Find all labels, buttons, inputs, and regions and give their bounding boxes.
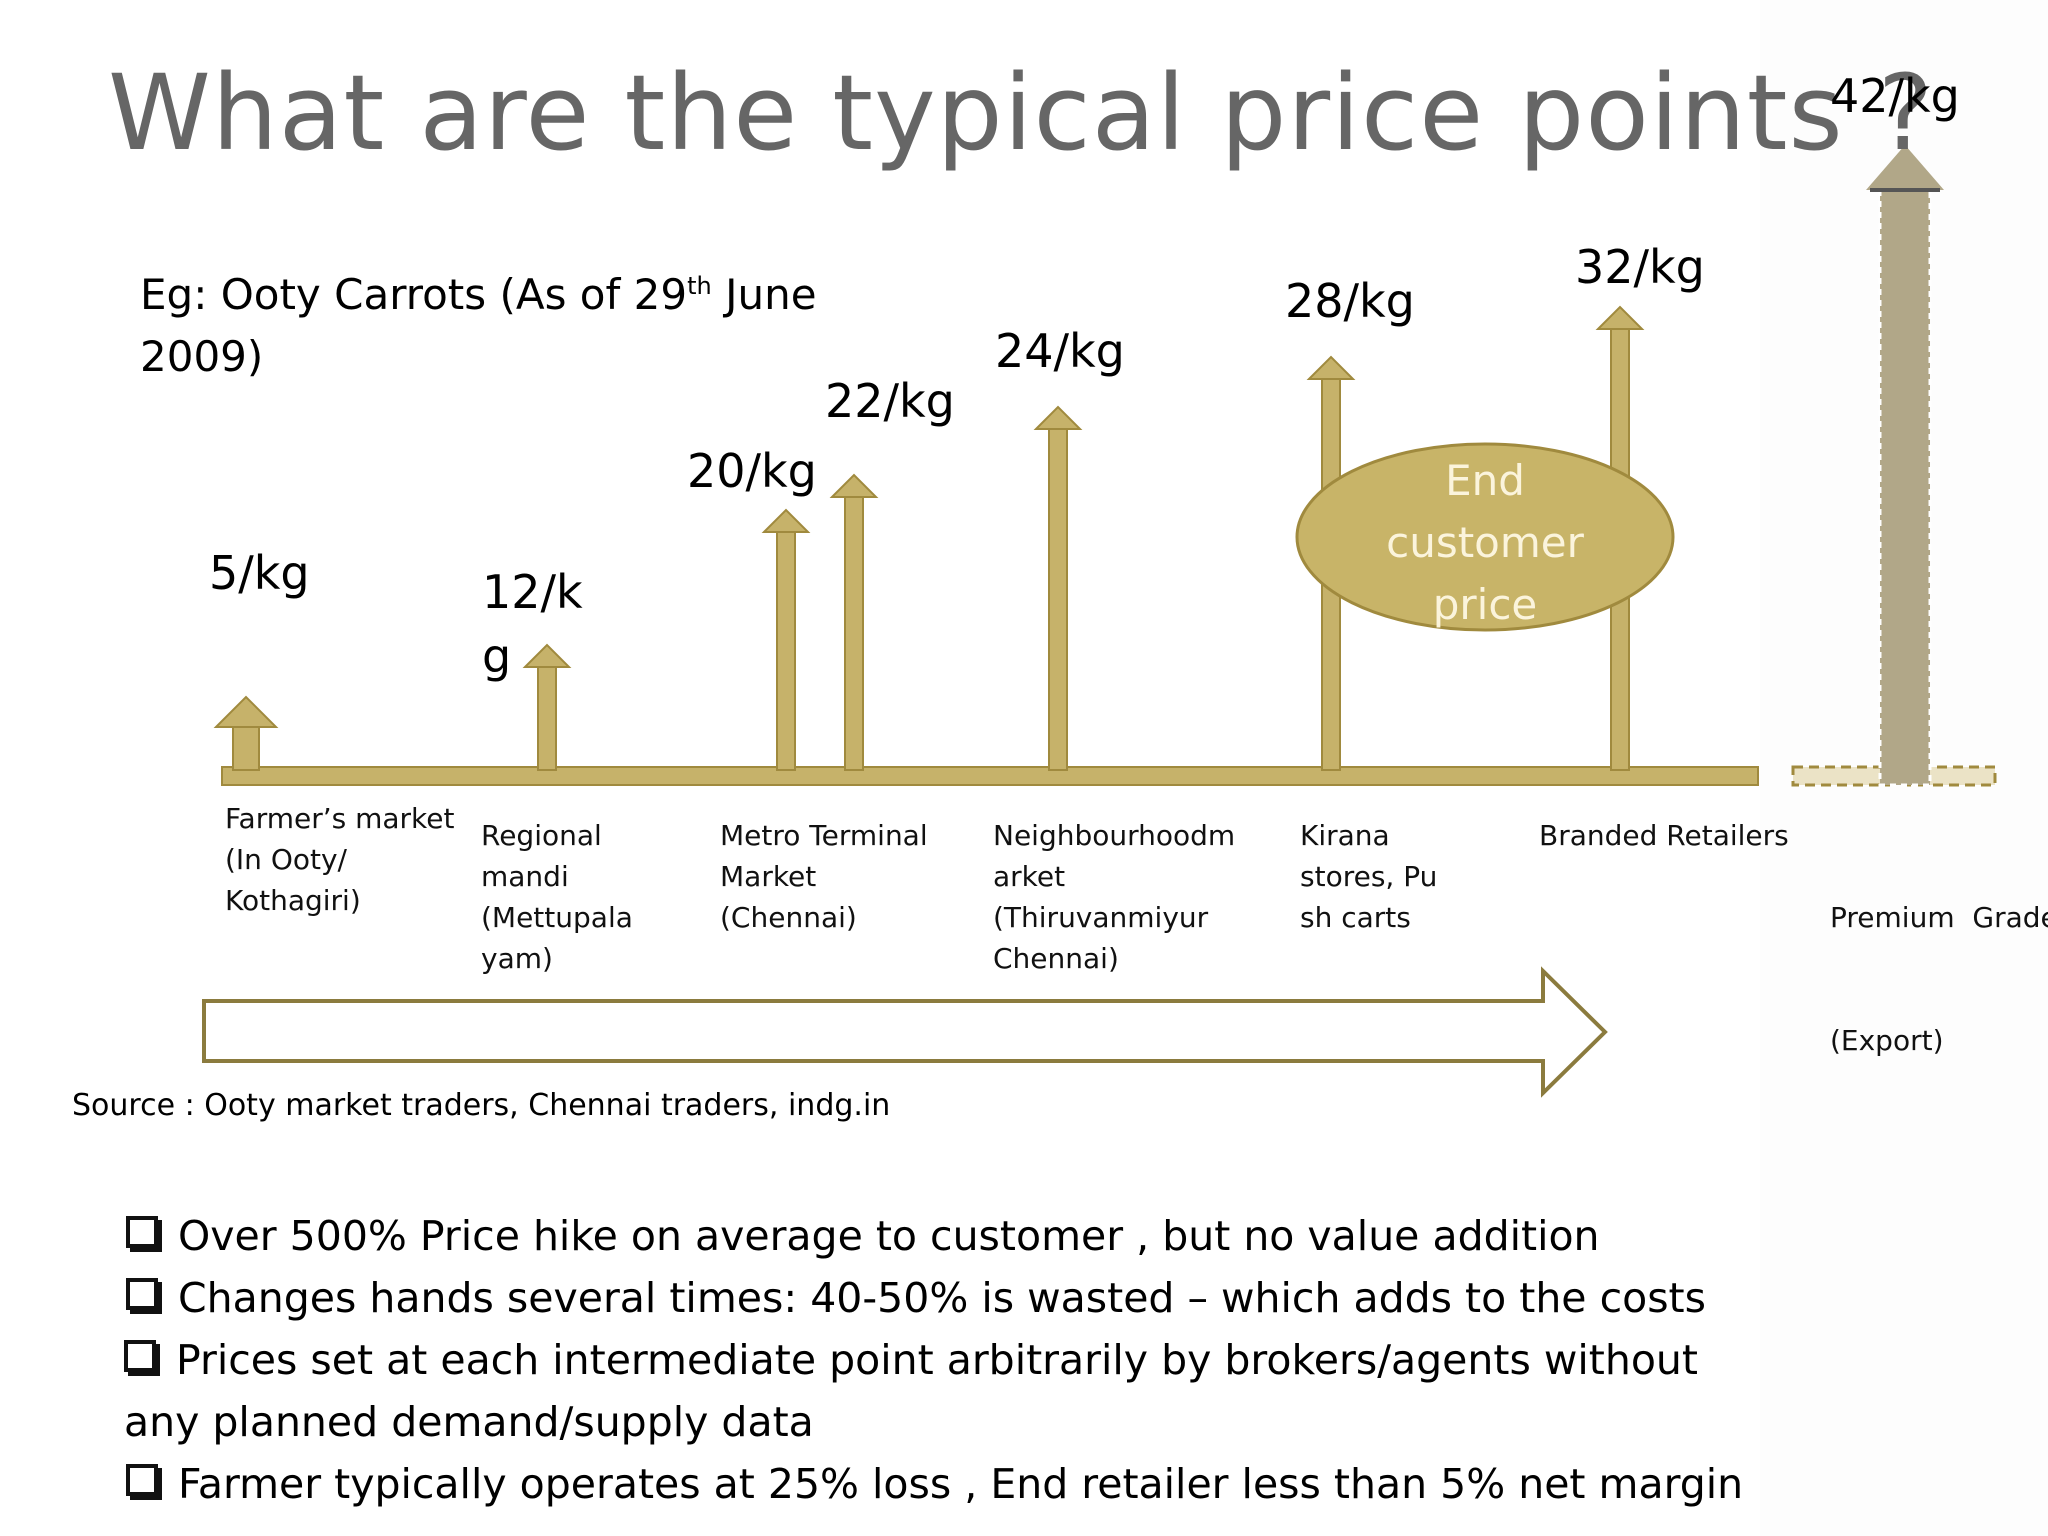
- arrow-20kg: [761, 508, 811, 771]
- stage-label-regional-mandi: Regional mandi (Mettupala yam): [481, 819, 633, 975]
- page-title: What are the typical price points ?: [108, 52, 1934, 174]
- end-customer-price-label: End customer price: [1386, 456, 1584, 629]
- checkbox-bullet-icon: [126, 1464, 158, 1496]
- stage-label-branded: Branded Retailers: [1539, 819, 1789, 852]
- price-label-kirana: 28/kg: [1285, 274, 1415, 328]
- arrow-24kg: [1033, 405, 1083, 771]
- price-label-premium: 42/kg: [1830, 69, 1960, 123]
- price-label-neighbourhood: 24/kg: [995, 324, 1125, 378]
- flow-arrow: [202, 966, 1608, 1098]
- stage-label-premium: Premium Grade (Export): [1830, 901, 2048, 1057]
- checkbox-bullet-icon: [126, 1216, 158, 1248]
- stage-label-farmers-market: Farmer’s market (In Ooty/ Kothagiri): [225, 802, 455, 917]
- bullet-item: Farmer typically operates at 25% loss , …: [126, 1453, 1786, 1515]
- arrow-42kg: [1866, 145, 1944, 787]
- price-label-branded: 32/kg: [1575, 240, 1705, 294]
- bullet-list: Over 500% Price hike on average to custo…: [124, 1205, 1786, 1515]
- end-customer-ellipse: [1295, 442, 1675, 632]
- bullet-item: Changes hands several times: 40-50% is w…: [126, 1267, 1786, 1329]
- bullet-item: Over 500% Price hike on average to custo…: [126, 1205, 1786, 1267]
- baseline-bar: [221, 766, 1759, 786]
- price-label-regional-mandi: 12/k g: [482, 565, 583, 683]
- price-label-metro-terminal: 20/kg: [687, 444, 817, 498]
- stage-label-metro-terminal: Metro Terminal Market (Chennai): [720, 819, 928, 934]
- arrow-5kg: [213, 695, 279, 771]
- arrow-12kg: [522, 643, 572, 771]
- source-note: Source : Ooty market traders, Chennai tr…: [72, 1088, 891, 1123]
- price-label-farmers-market: 5/kg: [209, 546, 310, 600]
- arrow-22kg: [829, 473, 879, 771]
- bullet-item: Prices set at each intermediate point ar…: [124, 1336, 1698, 1446]
- checkbox-bullet-icon: [126, 1278, 158, 1310]
- stage-label-kirana: Kirana stores, Pu sh carts: [1300, 819, 1438, 934]
- checkbox-bullet-icon: [124, 1340, 156, 1372]
- example-label: Eg: Ooty Carrots (As of 29th June 2009): [140, 270, 817, 381]
- price-label-22kg: 22/kg: [825, 374, 955, 428]
- stage-label-neighbourhood: Neighbourhoodm arket (Thiruvanmiyur Chen…: [993, 819, 1236, 975]
